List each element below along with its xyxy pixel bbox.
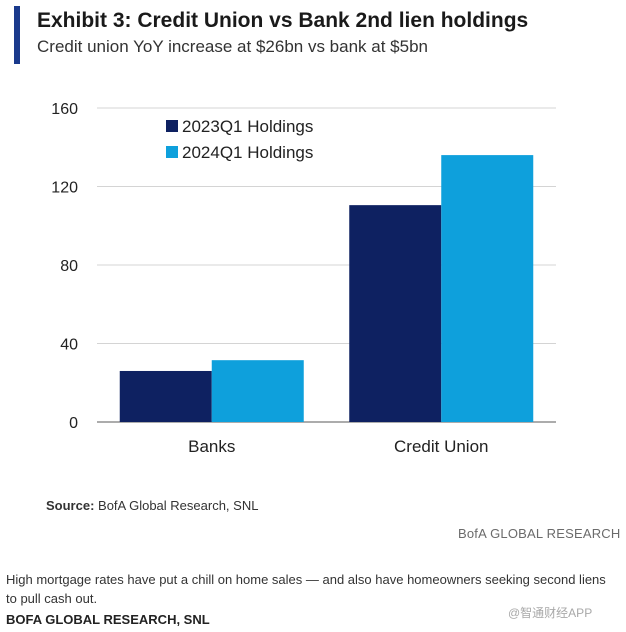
legend-label: 2023Q1 Holdings — [182, 117, 313, 136]
article-caption: High mortgage rates have put a chill on … — [6, 572, 606, 606]
source-note: Source: BofA Global Research, SNL — [46, 498, 258, 513]
y-tick-label: 0 — [69, 415, 78, 432]
legend: 2023Q1 Holdings 2024Q1 Holdings — [166, 117, 313, 162]
source-label: Source: — [46, 498, 95, 513]
chart-subtitle: Credit union YoY increase at $26bn vs ba… — [37, 37, 428, 56]
legend-label: 2024Q1 Holdings — [182, 143, 313, 162]
y-tick-label: 80 — [60, 258, 78, 275]
y-tick-label: 160 — [51, 101, 78, 118]
title-accent-bar — [14, 6, 20, 64]
bars — [119, 155, 534, 422]
x-tick-labels: Banks Credit Union — [188, 437, 488, 456]
legend-swatch — [166, 120, 178, 132]
bar-1-1 — [441, 155, 534, 422]
bar-chart: 0 40 80 120 160 Banks Credit Union 2023Q1 Hol… — [51, 101, 556, 456]
bar-0-0 — [119, 370, 212, 422]
legend-swatch — [166, 146, 178, 158]
watermark: @智通财经APP — [508, 606, 593, 620]
source-text: BofA Global Research, SNL — [94, 498, 259, 513]
y-tick-labels: 0 40 80 120 160 — [51, 101, 78, 432]
x-tick-label: Credit Union — [394, 437, 489, 456]
caption-credit: BOFA GLOBAL RESEARCH, SNL — [6, 612, 210, 627]
chart-title: Exhibit 3: Credit Union vs Bank 2nd lien… — [37, 9, 529, 32]
x-tick-label: Banks — [188, 437, 235, 456]
bar-0-1 — [211, 360, 304, 422]
bar-1-0 — [349, 205, 442, 422]
y-tick-label: 40 — [60, 337, 78, 354]
brand-label: BofA GLOBAL RESEARCH — [458, 526, 621, 541]
y-tick-label: 120 — [51, 180, 78, 197]
